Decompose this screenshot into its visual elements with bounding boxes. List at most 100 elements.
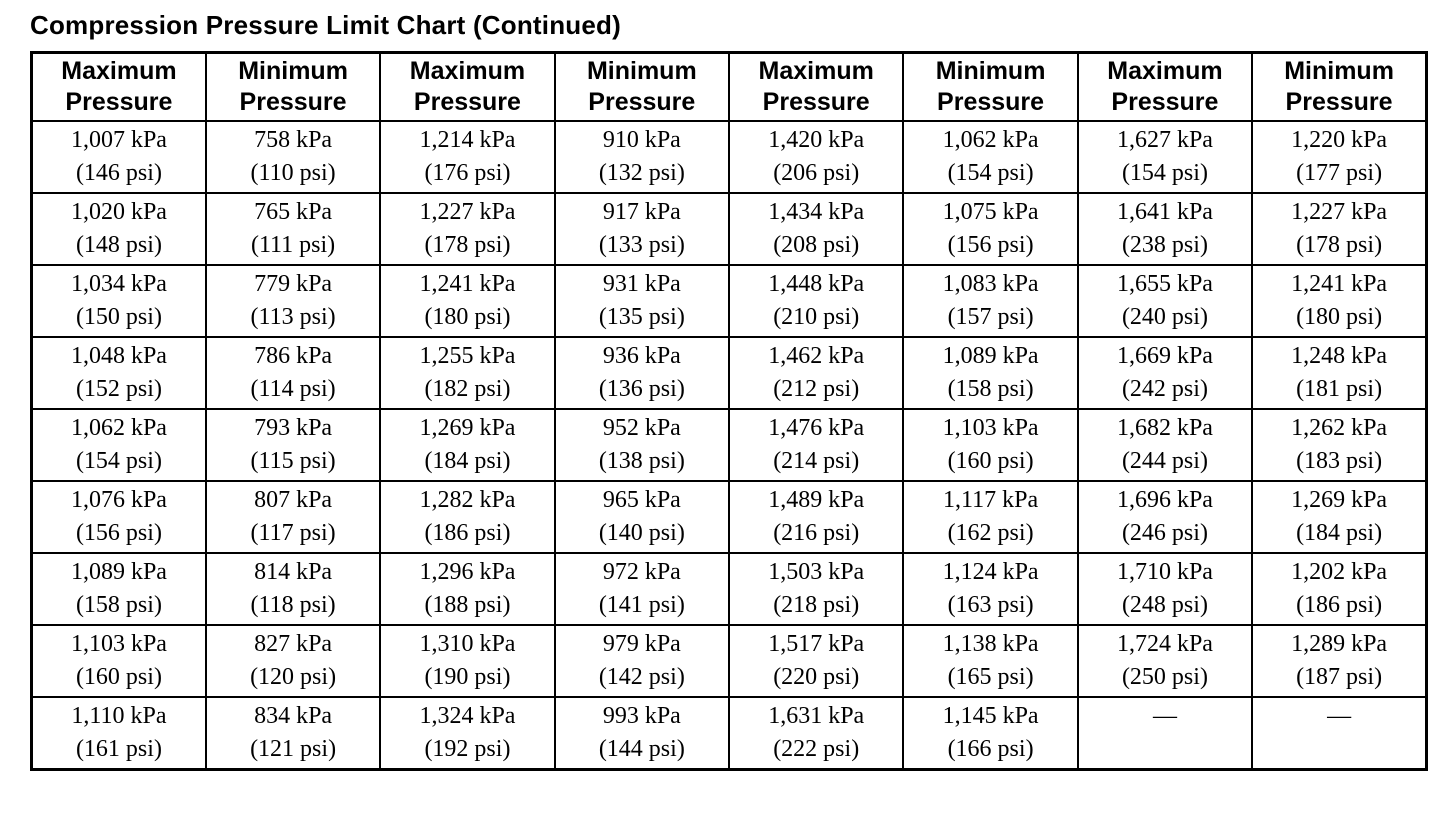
psi-value: (160 psi) bbox=[947, 448, 1034, 474]
pressure-cell: 807 kPa (117 psi) bbox=[204, 480, 382, 554]
psi-value: (154 psi) bbox=[947, 160, 1034, 186]
pressure-cell: 1,682 kPa (244 psi) bbox=[1076, 408, 1254, 482]
psi-value: (212 psi) bbox=[773, 376, 860, 402]
psi-value: (144 psi) bbox=[598, 736, 685, 762]
kpa-value: 1,138 kPa bbox=[942, 631, 1039, 657]
pressure-cell: 1,048 kPa (152 psi) bbox=[30, 336, 207, 410]
pressure-cell: 1,503 kPa (218 psi) bbox=[727, 552, 905, 626]
pressure-cell: 1,110 kPa (161 psi) bbox=[30, 696, 207, 771]
pressure-cell: 972 kPa (141 psi) bbox=[553, 552, 731, 626]
column-header: Minimum Pressure bbox=[902, 51, 1079, 122]
psi-value: (214 psi) bbox=[773, 448, 860, 474]
table-row: 1,076 kPa (156 psi) 807 kPa (117 psi) 1,282 … bbox=[30, 480, 1428, 554]
pressure-cell: 979 kPa (142 psi) bbox=[553, 624, 731, 698]
pressure-cell: 1,020 kPa (148 psi) bbox=[30, 192, 207, 266]
kpa-value: 1,062 kPa bbox=[942, 127, 1039, 153]
pressure-cell: 1,255 kPa (182 psi) bbox=[379, 336, 556, 410]
pressure-cell: 827 kPa (120 psi) bbox=[204, 624, 382, 698]
psi-value: (121 psi) bbox=[250, 736, 337, 762]
psi-value: (210 psi) bbox=[773, 304, 860, 330]
psi-value: (222 psi) bbox=[773, 736, 860, 762]
pressure-cell: 1,083 kPa (157 psi) bbox=[902, 264, 1079, 338]
pressure-cell: 1,076 kPa (156 psi) bbox=[30, 480, 207, 554]
kpa-value: 1,110 kPa bbox=[71, 703, 167, 729]
pressure-cell: 1,655 kPa (240 psi) bbox=[1076, 264, 1254, 338]
psi-value: (135 psi) bbox=[598, 304, 685, 330]
psi-value: (218 psi) bbox=[773, 592, 860, 618]
kpa-value: 1,034 kPa bbox=[70, 271, 167, 297]
pressure-cell: 1,289 kPa (187 psi) bbox=[1251, 624, 1428, 698]
pressure-cell: 793 kPa (115 psi) bbox=[204, 408, 382, 482]
psi-value: (184 psi) bbox=[1296, 520, 1383, 546]
kpa-value: 1,227 kPa bbox=[1291, 199, 1388, 225]
table-row: 1,020 kPa (148 psi) 765 kPa (111 psi) 1,227 … bbox=[30, 192, 1428, 266]
psi-value: (216 psi) bbox=[773, 520, 860, 546]
psi-value: (148 psi) bbox=[75, 232, 162, 258]
psi-value: (156 psi) bbox=[75, 520, 162, 546]
table-row: 1,110 kPa (161 psi) 834 kPa (121 psi) 1,324 … bbox=[30, 696, 1428, 771]
kpa-value: 1,083 kPa bbox=[942, 271, 1039, 297]
pressure-cell: 1,138 kPa (165 psi) bbox=[902, 624, 1079, 698]
kpa-value: 1,089 kPa bbox=[942, 343, 1039, 369]
psi-value: (238 psi) bbox=[1121, 232, 1208, 258]
pressure-cell: 1,103 kPa (160 psi) bbox=[902, 408, 1079, 482]
column-header: Minimum Pressure bbox=[553, 51, 731, 122]
pressure-cell: 1,269 kPa (184 psi) bbox=[1251, 480, 1428, 554]
kpa-value: 1,476 kPa bbox=[768, 415, 865, 441]
psi-value: (188 psi) bbox=[424, 592, 511, 618]
psi-value: (184 psi) bbox=[424, 448, 511, 474]
pressure-cell: 1,075 kPa (156 psi) bbox=[902, 192, 1079, 266]
pressure-cell: 936 kPa (136 psi) bbox=[553, 336, 731, 410]
kpa-value: 834 kPa bbox=[254, 703, 333, 729]
kpa-value: 827 kPa bbox=[254, 631, 333, 657]
psi-value: (146 psi) bbox=[75, 160, 162, 186]
table-header-row: Maximum Pressure Minimum Pressure Maximum … bbox=[30, 51, 1428, 122]
psi-value: (165 psi) bbox=[947, 664, 1034, 690]
psi-value: (150 psi) bbox=[75, 304, 162, 330]
column-header: Maximum Pressure bbox=[1076, 51, 1254, 122]
kpa-value: 1,669 kPa bbox=[1116, 343, 1213, 369]
psi-value: (178 psi) bbox=[1296, 232, 1383, 258]
kpa-value: 758 kPa bbox=[254, 127, 333, 153]
pressure-cell: 1,227 kPa (178 psi) bbox=[379, 192, 556, 266]
psi-value: (163 psi) bbox=[947, 592, 1034, 618]
kpa-value: 1,517 kPa bbox=[768, 631, 865, 657]
kpa-value: 807 kPa bbox=[254, 487, 333, 513]
psi-value: (180 psi) bbox=[424, 304, 511, 330]
psi-value: (117 psi) bbox=[250, 520, 336, 546]
psi-value bbox=[1085, 733, 1245, 766]
pressure-cell: 1,262 kPa (183 psi) bbox=[1251, 408, 1428, 482]
psi-value: (178 psi) bbox=[424, 232, 511, 258]
column-header: Maximum Pressure bbox=[727, 51, 905, 122]
pressure-cell: 1,241 kPa (180 psi) bbox=[1251, 264, 1428, 338]
kpa-value: 1,724 kPa bbox=[1116, 631, 1213, 657]
kpa-value: 1,255 kPa bbox=[419, 343, 516, 369]
psi-value: (140 psi) bbox=[598, 520, 685, 546]
psi-value: (161 psi) bbox=[75, 736, 162, 762]
kpa-value: 1,220 kPa bbox=[1291, 127, 1388, 153]
kpa-value: 931 kPa bbox=[602, 271, 681, 297]
psi-value: (157 psi) bbox=[947, 304, 1034, 330]
psi-value: (158 psi) bbox=[947, 376, 1034, 402]
pressure-cell: 1,062 kPa (154 psi) bbox=[30, 408, 207, 482]
pressure-cell: 1,627 kPa (154 psi) bbox=[1076, 120, 1254, 194]
psi-value: (220 psi) bbox=[773, 664, 860, 690]
pressure-cell: 965 kPa (140 psi) bbox=[553, 480, 731, 554]
kpa-value: 917 kPa bbox=[602, 199, 681, 225]
kpa-value: 1,202 kPa bbox=[1291, 559, 1388, 585]
psi-value: (182 psi) bbox=[424, 376, 511, 402]
pressure-cell: 814 kPa (118 psi) bbox=[204, 552, 382, 626]
pressure-cell: 758 kPa (110 psi) bbox=[204, 120, 382, 194]
psi-value: (208 psi) bbox=[773, 232, 860, 258]
pressure-cell: 1,248 kPa (181 psi) bbox=[1251, 336, 1428, 410]
kpa-value: 1,241 kPa bbox=[1291, 271, 1388, 297]
table-row: 1,103 kPa (160 psi) 827 kPa (120 psi) 1,310 … bbox=[30, 624, 1428, 698]
kpa-value: 786 kPa bbox=[254, 343, 333, 369]
kpa-value: 1,420 kPa bbox=[768, 127, 865, 153]
kpa-value: 1,503 kPa bbox=[768, 559, 865, 585]
pressure-cell: 1,089 kPa (158 psi) bbox=[902, 336, 1079, 410]
pressure-cell: 1,710 kPa (248 psi) bbox=[1076, 552, 1254, 626]
pressure-cell: 1,324 kPa (192 psi) bbox=[379, 696, 556, 771]
pressure-cell: 1,089 kPa (158 psi) bbox=[30, 552, 207, 626]
